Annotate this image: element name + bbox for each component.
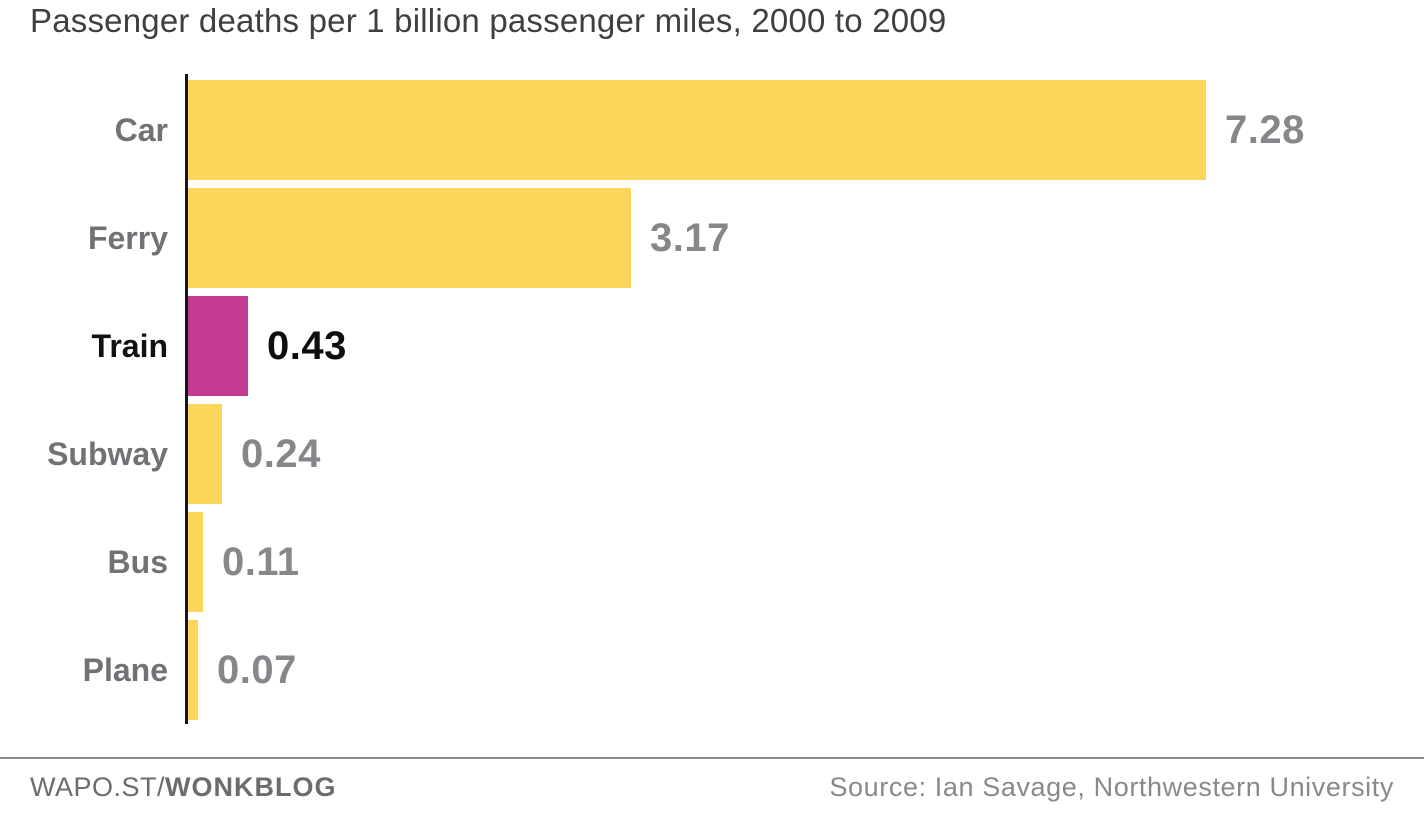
y-axis-line bbox=[185, 74, 188, 724]
value-label: 0.43 bbox=[267, 323, 347, 368]
bar bbox=[188, 80, 1206, 180]
value-label: 0.07 bbox=[217, 647, 297, 692]
value-label: 7.28 bbox=[1225, 107, 1305, 152]
bars-area: 7.28 3.17 0.43 0.24 0.11 0.07 bbox=[188, 80, 1424, 728]
bar bbox=[188, 296, 248, 396]
category-label: Subway bbox=[47, 435, 168, 472]
footer-divider bbox=[0, 757, 1424, 759]
bar-row: 3.17 bbox=[188, 188, 1424, 288]
bar-chart: Car Ferry Train Subway Bus Plane 7.28 3.17 0.43… bbox=[0, 74, 1424, 728]
category-label: Plane bbox=[82, 651, 168, 688]
bar-row: 7.28 bbox=[188, 80, 1424, 180]
category-label: Ferry bbox=[87, 219, 168, 256]
brand-prefix: WAPO.ST/ bbox=[30, 772, 166, 802]
bar-row: 0.07 bbox=[188, 620, 1424, 720]
category-label: Bus bbox=[107, 543, 168, 580]
bar bbox=[188, 512, 203, 612]
bar bbox=[188, 404, 222, 504]
wapo-wonkblog-brand: WAPO.ST/WONKBLOG bbox=[30, 772, 337, 803]
bar-row: 0.24 bbox=[188, 404, 1424, 504]
category-label: Car bbox=[114, 111, 168, 148]
footer: WAPO.ST/WONKBLOG Source: Ian Savage, Nor… bbox=[30, 772, 1394, 803]
source-credit: Source: Ian Savage, Northwestern Univers… bbox=[829, 772, 1394, 802]
value-label: 0.11 bbox=[222, 539, 300, 584]
brand-bold: WONKBLOG bbox=[165, 772, 337, 802]
category-label: Train bbox=[91, 327, 168, 364]
bar-row: 0.43 bbox=[188, 296, 1424, 396]
value-label: 3.17 bbox=[650, 215, 730, 260]
page-title: Passenger deaths per 1 billion passenger… bbox=[30, 2, 947, 39]
bar-row: 0.11 bbox=[188, 512, 1424, 612]
bar bbox=[188, 188, 631, 288]
category-labels-column: Car Ferry Train Subway Bus Plane bbox=[0, 80, 168, 728]
bar bbox=[188, 620, 198, 720]
value-label: 0.24 bbox=[241, 431, 321, 476]
